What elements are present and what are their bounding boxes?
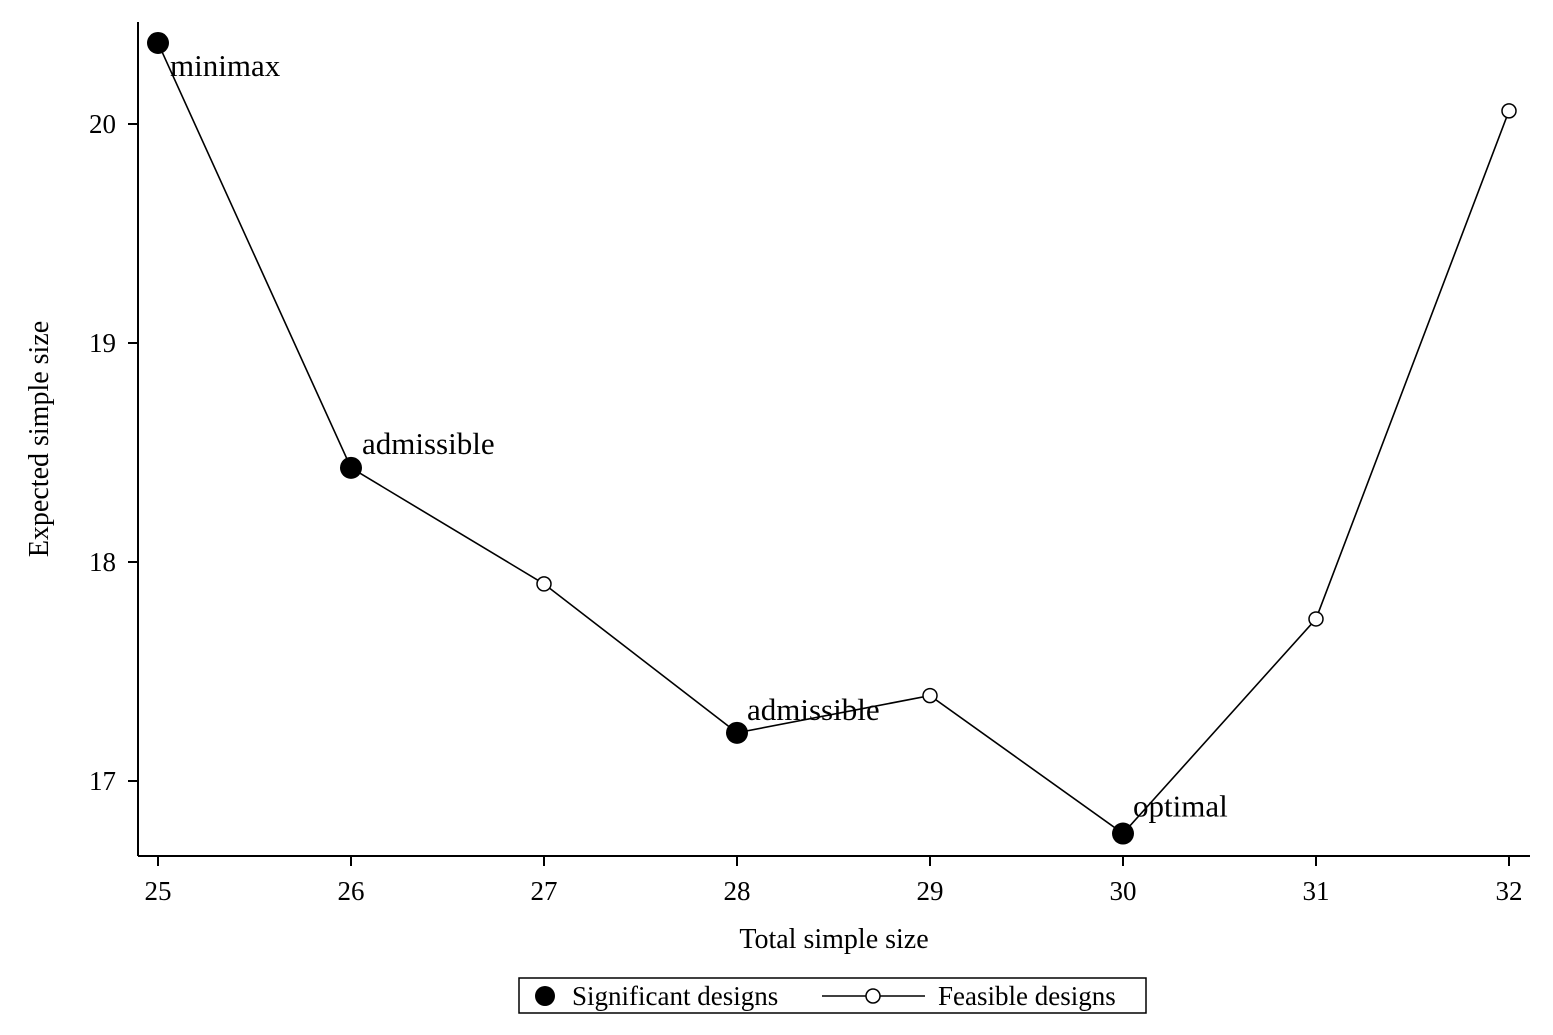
x-axis-title: Total simple size xyxy=(739,924,928,955)
x-tick-label: 32 xyxy=(1496,876,1523,906)
x-tick-label: 28 xyxy=(724,876,751,906)
feasible-designs-line xyxy=(157,42,1510,835)
legend-label-feasible: Feasible designs xyxy=(938,981,1116,1011)
y-axis-title: Expected simple size xyxy=(24,321,55,557)
significant-design-point xyxy=(1112,822,1134,845)
significant-design-point xyxy=(726,721,748,744)
feasible-design-point xyxy=(1308,611,1324,627)
significant-design-point xyxy=(147,31,169,54)
point-annotation-label: admissible xyxy=(747,692,880,727)
x-tick-label: 31 xyxy=(1303,876,1330,906)
y-tick-label: 20 xyxy=(89,109,116,139)
y-tick-label: 18 xyxy=(89,547,116,577)
feasible-design-point xyxy=(1501,103,1517,119)
x-tick-label: 27 xyxy=(531,876,558,906)
significant-design-point xyxy=(340,456,362,479)
feasible-design-point xyxy=(536,576,552,592)
x-ticks: 25 26 27 28 29 30 31 32 xyxy=(145,856,1523,906)
significant-markers xyxy=(147,31,1134,845)
legend-marker-feasible xyxy=(865,988,881,1004)
legend-marker-significant xyxy=(535,986,555,1006)
x-tick-label: 25 xyxy=(145,876,172,906)
legend-label-significant: Significant designs xyxy=(572,981,778,1011)
axes xyxy=(137,22,1530,857)
legend: Significant designs Feasible designs xyxy=(518,977,1147,1014)
point-annotation-label: minimax xyxy=(170,48,281,83)
x-tick-label: 29 xyxy=(917,876,944,906)
point-annotation-label: admissible xyxy=(362,426,495,461)
y-tick-label: 19 xyxy=(89,328,116,358)
x-tick-label: 30 xyxy=(1110,876,1137,906)
feasible-design-point xyxy=(922,687,938,704)
point-annotation-label: optimal xyxy=(1133,789,1228,824)
point-annotations: minimax admissible admissible optimal xyxy=(170,48,1228,824)
series-line-group xyxy=(157,42,1510,835)
y-tick-label: 17 xyxy=(89,766,116,796)
y-ticks: 17 18 19 20 xyxy=(89,109,138,796)
x-tick-label: 26 xyxy=(338,876,365,906)
